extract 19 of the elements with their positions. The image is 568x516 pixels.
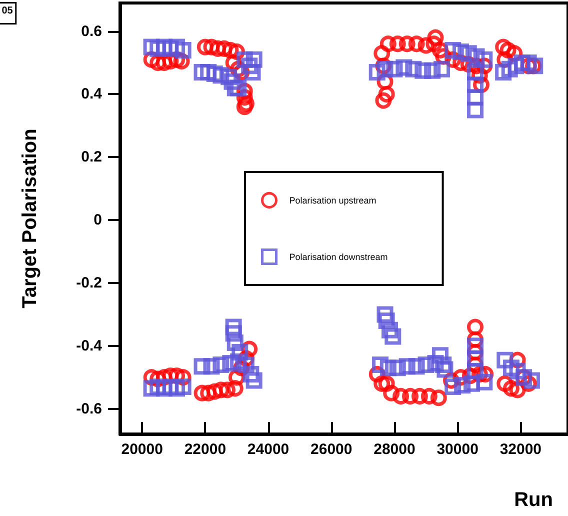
x-tick-label: 28000	[374, 441, 416, 458]
x-tick-label: 20000	[121, 441, 163, 458]
y-tick-label: 0.6	[81, 22, 102, 40]
y-tick-label: -0.2	[76, 274, 102, 292]
y-tick-label: -0.4	[76, 337, 103, 354]
x-tick-label: 24000	[247, 441, 290, 458]
x-tick-label: 22000	[184, 441, 226, 458]
text: 05	[2, 5, 14, 16]
y-tick-label: 0.4	[81, 86, 103, 103]
y-tick-label: 0.2	[81, 148, 102, 166]
legend-label: Polarisation downstream	[289, 252, 388, 262]
x-axis-title: Run	[514, 489, 553, 511]
y-tick-label: 0	[94, 212, 102, 229]
y-axis-title: Target Polarisation	[19, 128, 41, 308]
y-tick-label: -0.6	[76, 400, 102, 418]
legend-label: Polarisation upstream	[289, 195, 376, 206]
x-tick-label: 26000	[310, 441, 352, 458]
x-tick-label: 32000	[500, 441, 542, 458]
x-tick-label: 30000	[436, 441, 478, 458]
